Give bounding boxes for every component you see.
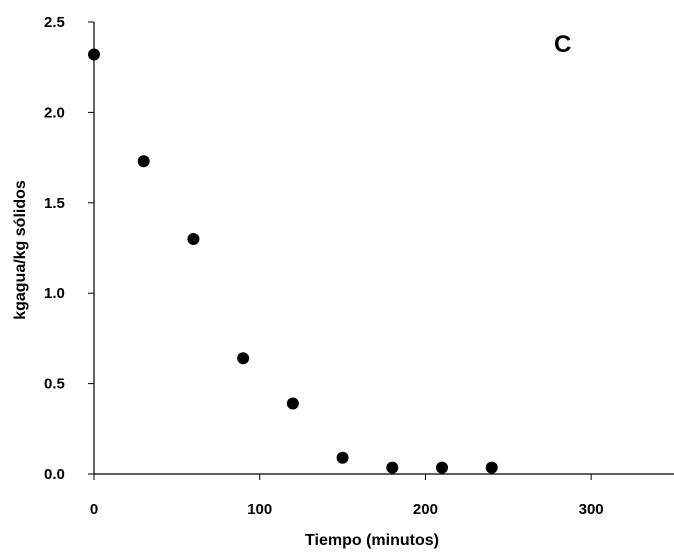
data-point <box>336 451 349 464</box>
axes <box>93 22 674 475</box>
data-point <box>187 232 200 245</box>
data-point <box>436 461 448 474</box>
y-tick-label: 0.0 <box>44 466 65 483</box>
data-point <box>485 461 498 474</box>
x-tick-label: 100 <box>247 501 272 518</box>
x-tick-label: 200 <box>413 501 438 518</box>
ticks: 0.0 0.5 1.0 1.5 2.0 2.5 0 100 200 300 <box>44 14 604 518</box>
y-axis-title: kgagua/kg sólidos <box>12 180 29 320</box>
x-tick-label: 300 <box>579 501 604 518</box>
y-tick-label: 1.5 <box>44 195 65 212</box>
y-tick-label: 2.0 <box>44 104 65 121</box>
data-point <box>137 155 150 168</box>
panel-label: C <box>554 31 571 58</box>
data-point <box>237 352 250 365</box>
data-point <box>386 461 399 474</box>
data-points <box>88 48 498 474</box>
x-axis-title: Tiempo (minutos) <box>305 532 439 549</box>
data-point <box>88 48 100 61</box>
y-tick-label: 0.5 <box>44 376 65 393</box>
x-tick-label: 0 <box>90 501 98 518</box>
y-tick-label: 2.5 <box>44 14 65 31</box>
data-point <box>286 397 299 410</box>
y-tick-label: 1.0 <box>44 285 65 302</box>
